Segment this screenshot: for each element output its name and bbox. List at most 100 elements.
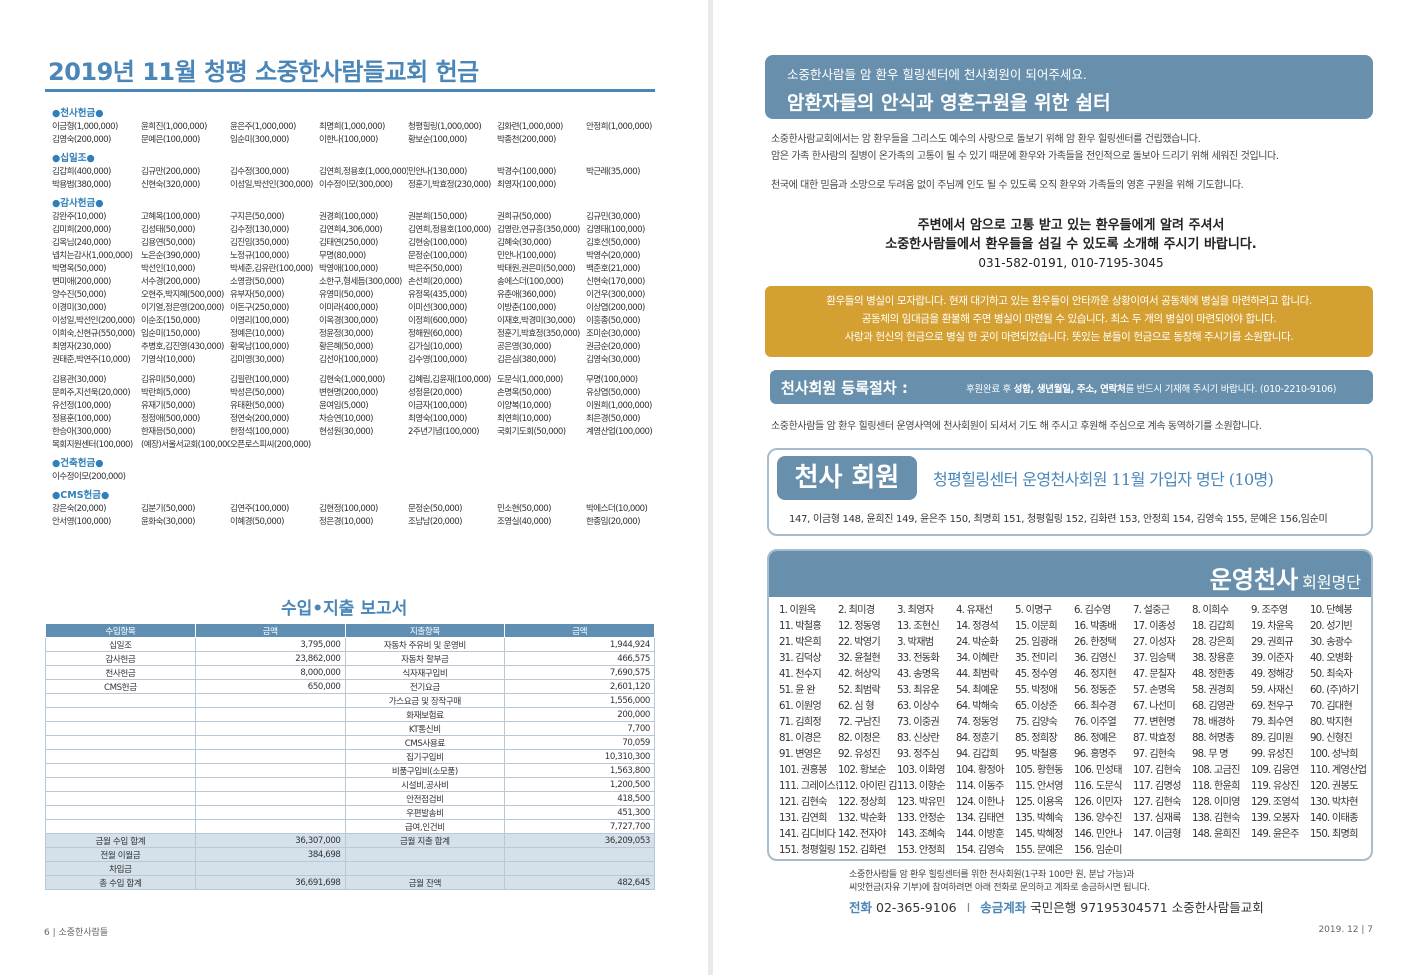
donor-entry: 문정순(50,000) xyxy=(408,504,463,514)
donor-entry: 최명희(1,000,000) xyxy=(319,122,385,132)
table-row: 금월 수입 합계 36,307,000 금월 지출 합계 36,209,053 xyxy=(45,833,655,848)
table-cell: 10,310,300 xyxy=(504,749,655,764)
donor-entry: 이한나(100,000) xyxy=(319,135,378,145)
donor-entry: 최영숙(100,000) xyxy=(408,414,467,424)
table-cell: 466,575 xyxy=(504,651,655,666)
roster-list: 1. 이원옥 2. 최미경 3. 최영자 4. 유재선 5. 이명구 6. 김수영 7. 설… xyxy=(779,601,1369,857)
donor-entry: 김규민(30,000) xyxy=(586,212,641,222)
donor-entry: 김옥님(240,000) xyxy=(52,238,111,248)
donor-entry: 김수정(300,000) xyxy=(230,167,289,177)
roster-member: 151. 청평힐링 xyxy=(779,845,836,856)
table-cell xyxy=(45,763,196,778)
ask-line: 소중한사람들에서 환우들을 섬길 수 있도록 소개해 주시기 바랍니다. xyxy=(885,237,1257,252)
donor-row: 이경미(30,000) 이기열,정은영(200,000) 이돈구(250,000) 이… xyxy=(52,301,662,314)
roster-member: 114. 이동주 xyxy=(956,781,1004,792)
table-cell xyxy=(45,721,196,736)
donor-entry: 임순미(150,000) xyxy=(141,329,200,339)
donor-row: 박용범(380,000) 신현숙(320,000) 이성일,박선인(300,000)… xyxy=(52,178,662,191)
table-cell xyxy=(194,735,346,750)
roster-member: 10. 단혜봉 xyxy=(1310,605,1353,616)
donor-row: 김갑희(400,000) 김규만(200,000) 김수정(300,000) 김연희,… xyxy=(52,165,662,178)
roster-member: 49. 정해강 xyxy=(1251,669,1294,680)
notice-line: 사랑과 헌신의 헌금으로 병실 한 곳이 마련되었습니다. 뜻있는 분들이 헌금… xyxy=(844,331,1294,343)
donor-entry: 민안나(100,000) xyxy=(497,251,556,261)
roster-row: 11. 박철홍 12. 정동영 13. 조현신 14. 정경석 15. 이문희 16. 박… xyxy=(779,617,1369,633)
roster-member: 125. 이용옥 xyxy=(1015,797,1063,808)
roster-member: 31. 김덕상 xyxy=(779,653,822,664)
table-cell: 1,944,924 xyxy=(504,637,655,652)
roster-member: 3. 최영자 xyxy=(897,605,934,616)
donor-entry: 소영광(50,000) xyxy=(230,277,285,287)
roster-member: 65. 이상준 xyxy=(1015,701,1058,712)
donor-entry: 안정희(1,000,000) xyxy=(586,122,652,132)
roster-member: 83. 신상란 xyxy=(897,733,940,744)
donor-entry: 황옥남(100,000) xyxy=(230,342,289,352)
roster-member: 129. 조영석 xyxy=(1251,797,1299,808)
donor-entry: 김선아(100,000) xyxy=(319,355,378,365)
donor-entry: 이미라(400,000) xyxy=(319,303,378,313)
angel-badge: 천사 회원 xyxy=(777,456,917,500)
roster-member: 28. 강은희 xyxy=(1192,637,1235,648)
donor-row: 김미희(200,000) 김성태(50,000) 김수정(130,000) 김연희4,… xyxy=(52,223,662,236)
donor-entry: 권경희(100,000) xyxy=(319,212,378,222)
donor-entry: 조영실(40,000) xyxy=(497,517,552,527)
donor-entry: 박성은(50,000) xyxy=(230,388,285,398)
donor-entry: 계영산업(100,000) xyxy=(586,427,653,437)
roster-member: 154. 김영숙 xyxy=(956,845,1004,856)
roster-member: 98. 무 명 xyxy=(1192,749,1229,760)
donor-entry: 김용연(50,000) xyxy=(141,238,196,248)
roster-member: 130. 박차현 xyxy=(1310,797,1358,808)
title-divider xyxy=(45,89,655,92)
donor-entry: 김현숙(1,000,000) xyxy=(319,375,385,385)
roster-member: 54. 최예운 xyxy=(956,685,999,696)
phone-label: 전화 xyxy=(849,900,873,915)
roster-member: 69. 천우구 xyxy=(1251,701,1294,712)
donor-entry: 정예은(10,000) xyxy=(230,329,285,339)
table-cell xyxy=(194,763,346,778)
roster-member: 19. 차윤옥 xyxy=(1251,621,1294,632)
roster-member: 144. 이방훈 xyxy=(956,829,1004,840)
table-cell: 천사헌금 xyxy=(45,665,196,680)
donor-entry: 황은혜(50,000) xyxy=(319,342,374,352)
donor-entry: 무명(100,000) xyxy=(586,375,638,385)
donor-entry: 윤희진(1,000,000) xyxy=(141,122,207,132)
donor-entry: 이원희(1,000,000) xyxy=(586,401,652,411)
table-cell xyxy=(45,791,196,806)
roster-member: 84. 정훈기 xyxy=(956,733,999,744)
donor-entry: 넵치는감사(1,000,000) xyxy=(52,251,133,261)
table-cell: 7,727,700 xyxy=(504,819,655,834)
roster-member: 101. 권홍봉 xyxy=(779,765,827,776)
donor-entry: 문정순(100,000) xyxy=(408,251,467,261)
roster-member: 90. 신형진 xyxy=(1310,733,1353,744)
roster-member: 29. 권희규 xyxy=(1251,637,1294,648)
banner-subtitle: 소중한사람들 암 환우 힐링센터에 천사회원이 되어주세요. xyxy=(787,67,1087,82)
donor-entry: 김영태(100,000) xyxy=(586,225,645,235)
table-cell xyxy=(45,777,196,792)
roster-member: 45. 정수영 xyxy=(1015,669,1058,680)
donor-entry: 정윤정(30,000) xyxy=(319,329,374,339)
donor-entry: 강은숙(20,000) xyxy=(52,504,107,514)
footer-line: 씨앗헌금(자유 기부)에 참여하려면 아래 전화로 문의하고 계좌로 송금하시면… xyxy=(849,883,1150,893)
roster-member: 22. 박영기 xyxy=(838,637,881,648)
roster-member: 71. 김희정 xyxy=(779,717,822,728)
roster-member: 7. 설중근 xyxy=(1133,605,1170,616)
donor-entry: 소한구,형세듬(300,000) xyxy=(319,277,402,287)
donor-entry: 성정윤(20,000) xyxy=(408,388,463,398)
donor-entry: 박경수(100,000) xyxy=(497,167,556,177)
donor-row: 강은숙(20,000) 김분기(50,000) 김연주(100,000) 김현정(10… xyxy=(52,502,662,515)
donor-entry: 이수정이모(300,000) xyxy=(319,180,393,190)
roster-member: 39. 이준자 xyxy=(1251,653,1294,664)
donor-entry: 김용관(30,000) xyxy=(52,375,107,385)
roster-row: 91. 변영은 92. 유성진 93. 정주심 94. 김갑희 95. 박철홍 96. 홍… xyxy=(779,745,1369,761)
donor-entry: 한재응(50,000) xyxy=(141,427,196,437)
table-cell: KT통신비 xyxy=(344,721,506,736)
roster-member: 138. 김현숙 xyxy=(1192,813,1240,824)
table-cell: 200,000 xyxy=(504,707,655,722)
roster-member: 32. 윤철현 xyxy=(838,653,881,664)
roster-member: 72. 구남진 xyxy=(838,717,881,728)
table-row: 시설비,공사비 1,200,500 xyxy=(45,777,655,792)
donor-entry: 유정옥(435,000) xyxy=(408,290,467,300)
roster-member: 8. 이희수 xyxy=(1192,605,1229,616)
roster-row: 31. 김덕상 32. 윤철현 33. 전동화 34. 이혜란 35. 전미리 36. 김… xyxy=(779,649,1369,665)
intro-line: 소중한사람교회에서는 암 환우들을 그리스도 예수의 사랑으로 돌보기 위해 암… xyxy=(771,134,1201,145)
